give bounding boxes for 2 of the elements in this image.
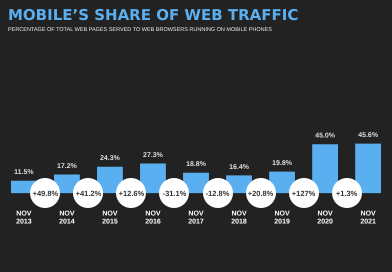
bar xyxy=(355,144,382,194)
chart-title: MOBILE’S SHARE OF WEB TRAFFIC xyxy=(8,6,298,24)
